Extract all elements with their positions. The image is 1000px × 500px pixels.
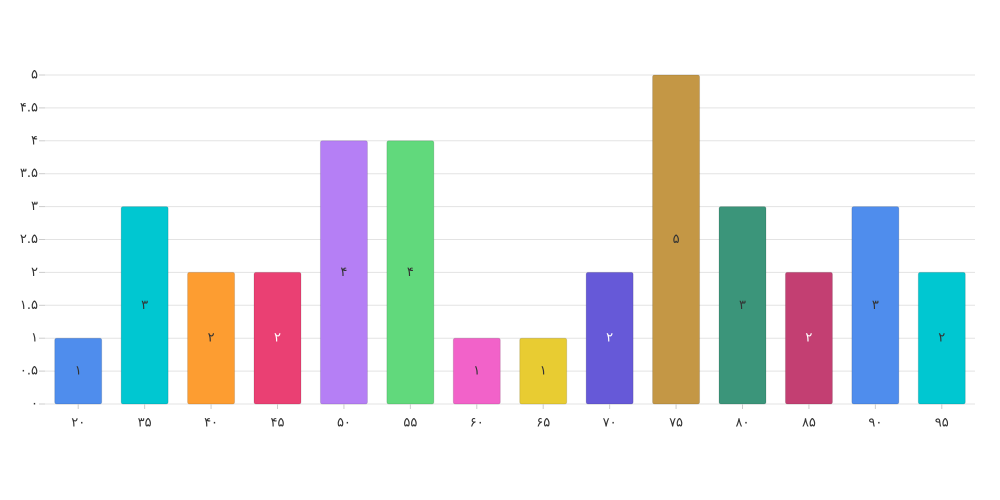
- y-tick-label: ۰: [31, 397, 38, 412]
- x-tick-label: ۴۵: [271, 416, 285, 431]
- y-tick-label: ۴: [31, 133, 38, 148]
- y-tick-label: ۵: [31, 68, 38, 83]
- bar-value-label: ۳: [141, 298, 148, 313]
- x-tick-label: ۹۰: [868, 416, 882, 431]
- bars: ۱ ۳ ۲ ۲ ۴ ۴ ۱ ۱ ۲ ۵ ۳ ۲ ۳ ۲: [54, 74, 966, 405]
- bar-value-label: ۳: [739, 298, 746, 313]
- x-tick-label: ۹۵: [935, 416, 949, 431]
- y-tick-label: ۳.۵: [20, 166, 38, 181]
- x-tick-label: ۷۵: [669, 416, 683, 431]
- x-axis-ticks: ۲۰ ۳۵ ۴۰ ۴۵ ۵۰ ۵۵ ۶۰ ۶۵ ۷۰ ۷۵ ۸۰ ۸۵ ۹۰ ۹۵: [71, 404, 949, 431]
- bar-value-label: ۴: [407, 265, 414, 280]
- bar-value-label: ۳: [872, 298, 879, 313]
- y-axis-ticks: ۰ ۰.۵ ۱ ۱.۵ ۲ ۲.۵ ۳ ۳.۵ ۴ ۴.۵ ۵: [20, 68, 45, 412]
- bar-value-label: ۲: [805, 331, 812, 346]
- bar-value-label: ۲: [938, 331, 945, 346]
- y-tick-label: ۱: [31, 331, 38, 346]
- x-tick-label: ۸۵: [802, 416, 816, 431]
- x-tick-label: ۵۵: [403, 416, 417, 431]
- bar-value-label: ۲: [606, 331, 613, 346]
- x-tick-label: ۶۰: [470, 416, 484, 431]
- y-tick-label: ۳: [31, 199, 38, 214]
- bar-value-label: ۱: [473, 364, 480, 379]
- gridlines: [45, 74, 975, 405]
- bar-value-label: ۵: [673, 232, 680, 247]
- bar-value-label: ۲: [274, 331, 281, 346]
- y-tick-label: ۱.۵: [20, 298, 38, 313]
- x-tick-label: ۲۰: [71, 416, 85, 431]
- bar-value-label: ۱: [75, 364, 82, 379]
- bar-value-label: ۲: [208, 331, 215, 346]
- x-tick-label: ۸۰: [736, 416, 750, 431]
- x-tick-label: ۴۰: [204, 416, 218, 431]
- y-tick-label: ۰.۵: [20, 364, 38, 379]
- x-tick-label: ۵۰: [337, 416, 351, 431]
- x-tick-label: ۶۵: [536, 416, 550, 431]
- y-tick-label: ۲: [31, 265, 38, 280]
- bar-value-label: ۴: [340, 265, 347, 280]
- x-tick-label: ۳۵: [138, 416, 152, 431]
- bar-value-label: ۱: [540, 364, 547, 379]
- y-tick-label: ۴.۵: [20, 100, 38, 115]
- y-tick-label: ۲.۵: [20, 232, 38, 247]
- x-tick-label: ۷۰: [603, 416, 617, 431]
